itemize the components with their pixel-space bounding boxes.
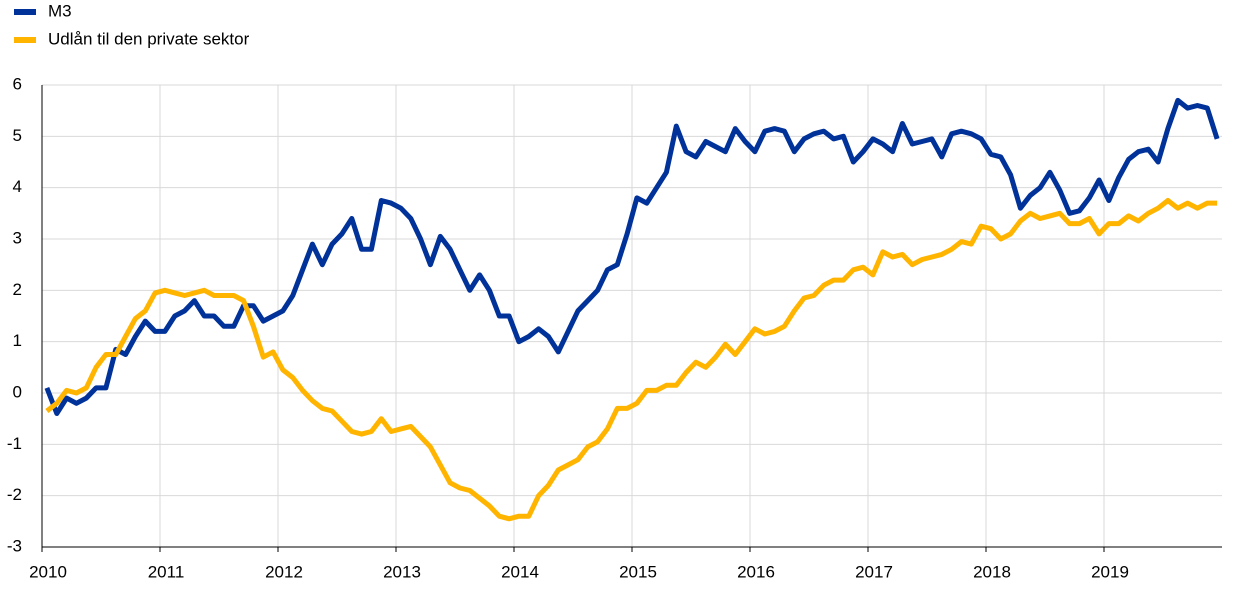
x-tick-label: 2011: [148, 562, 185, 581]
y-tick-label: -1: [7, 434, 22, 453]
y-tick-label: 3: [13, 228, 22, 247]
x-tick-label: 2012: [265, 562, 303, 581]
y-tick-label: 6: [13, 74, 22, 93]
x-tick-label: 2019: [1091, 562, 1129, 581]
x-tick-label: 2018: [973, 562, 1011, 581]
x-tick-label: 2014: [501, 562, 539, 581]
y-tick-label: 2: [13, 280, 22, 299]
x-tick-label: 2016: [737, 562, 775, 581]
y-tick-label: 5: [13, 126, 22, 145]
y-tick-label: -2: [7, 485, 22, 504]
legend-label: M3: [48, 1, 72, 20]
y-tick-label: 4: [13, 177, 22, 196]
y-tick-label: 1: [13, 331, 22, 350]
legend-label: Udlån til den private sektor: [48, 29, 250, 48]
legend-swatch: [14, 9, 36, 15]
x-tick-label: 2010: [29, 562, 67, 581]
series-line: [44, 97, 1220, 416]
x-tick-label: 2013: [383, 562, 421, 581]
x-tick-label: 2015: [619, 562, 657, 581]
series-line: [45, 198, 1218, 522]
y-tick-label: -3: [7, 536, 22, 555]
legend-swatch: [14, 37, 36, 43]
x-tick-label: 2017: [855, 562, 893, 581]
y-tick-label: 0: [13, 382, 22, 401]
